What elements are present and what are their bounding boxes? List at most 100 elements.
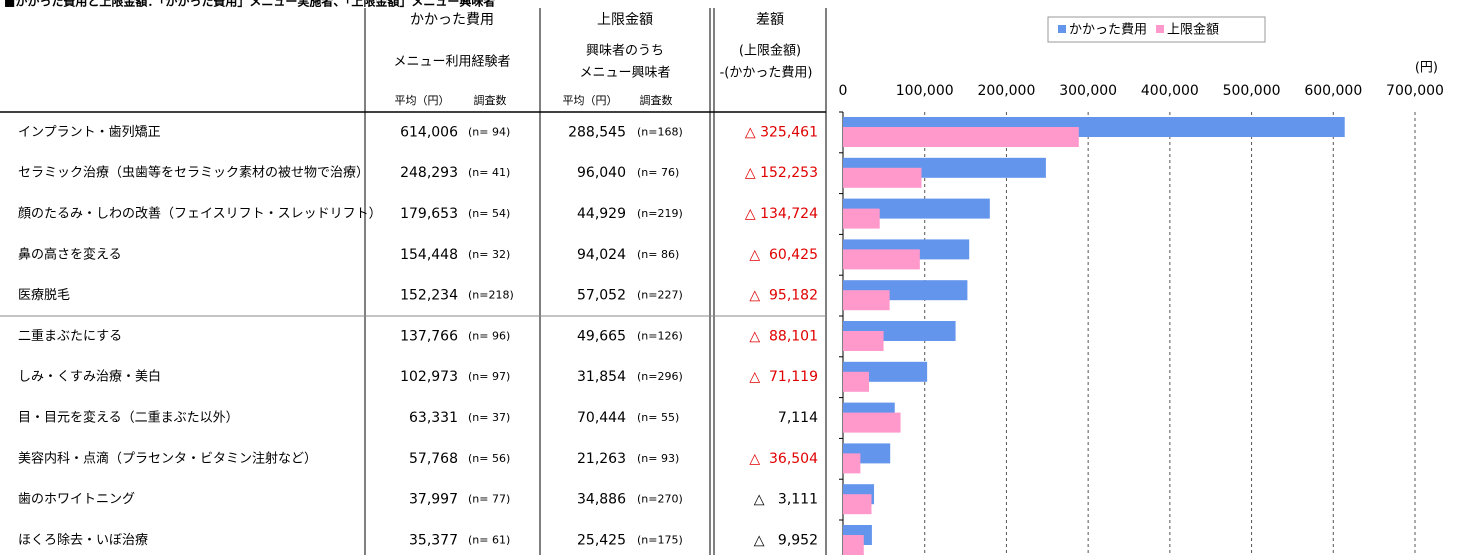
table-lines [0, 8, 827, 555]
header: -(かかった費用) [720, 66, 813, 81]
row-name: 医療脱毛 [18, 288, 70, 303]
bar [843, 249, 920, 270]
cost-n: (n= 41) [468, 166, 510, 179]
title: ■かかった費用と上限金額：「かかった費用」メニュー実施者、「上限金額」メニュー興… [4, 0, 495, 9]
legend-swatch [1058, 25, 1066, 33]
limit-value: 44,929 [577, 206, 626, 222]
bar [843, 167, 922, 188]
cost-value: 614,006 [400, 124, 458, 140]
bar [843, 331, 884, 351]
cost-n: (n= 54) [468, 207, 510, 220]
limit-value: 288,545 [568, 124, 626, 140]
cost-n: (n=218) [468, 289, 514, 302]
limit-value: 96,040 [577, 165, 626, 181]
limit-n: (n=270) [637, 493, 683, 506]
row-name: セラミック治療（虫歯等をセラミック素材の被せ物で治療） [18, 165, 369, 181]
cost-n: (n= 61) [468, 533, 510, 546]
diff-value: △ 325,461 [745, 124, 818, 140]
row-name: インプラント・歯列矯正 [18, 125, 161, 140]
bar [843, 371, 870, 392]
header: 差額 [756, 12, 784, 28]
limit-n: (n=219) [637, 207, 683, 220]
diff-value: △ 134,724 [745, 206, 818, 222]
limit-n: (n=126) [637, 329, 683, 342]
x-tick-label: 700,000 [1386, 83, 1444, 99]
row-name: しみ・くすみ治療・美白 [18, 369, 161, 385]
header: 興味者のうち [586, 44, 664, 59]
row-name: 歯のホワイトニング [18, 492, 135, 507]
diff-value: △ 3,111 [754, 492, 818, 508]
diff-value: 7,114 [778, 410, 818, 426]
bar [843, 290, 890, 311]
header: 上限金額 [597, 12, 653, 28]
x-tick-label: 100,000 [896, 83, 954, 99]
header: メニュー利用経験者 [393, 55, 510, 70]
cost-value: 179,653 [400, 206, 458, 222]
limit-value: 21,263 [577, 451, 626, 467]
limit-n: (n= 93) [637, 452, 679, 465]
bar [843, 535, 864, 555]
row-name: 美容内科・点滴（プラセンタ・ビタミン注射など） [18, 450, 317, 466]
row-name: 目・目元を変える（二重まぶた以外） [18, 410, 239, 426]
cost-n: (n= 32) [468, 248, 510, 261]
header: (上限金額) [739, 43, 801, 59]
diff-value: △ 152,253 [745, 165, 818, 181]
header: メニュー興味者 [579, 66, 670, 81]
cost-value: 37,997 [409, 492, 458, 508]
header: 平均（円） [563, 94, 618, 107]
cost-value: 152,234 [400, 288, 458, 304]
diff-value: △ 95,182 [749, 288, 818, 304]
bar [843, 127, 1079, 147]
limit-n: (n=168) [637, 125, 683, 138]
bar [843, 208, 880, 229]
diff-value: △ 88,101 [749, 328, 818, 344]
limit-value: 70,444 [577, 410, 626, 426]
cost-n: (n= 94) [468, 125, 510, 138]
cost-value: 248,293 [400, 165, 458, 181]
cost-value: 63,331 [409, 410, 458, 426]
limit-n: (n= 76) [637, 166, 679, 179]
x-tick-label: 500,000 [1223, 83, 1281, 99]
header: 調査数 [640, 93, 673, 107]
limit-n: (n=227) [637, 289, 683, 302]
cost-n: (n= 96) [468, 329, 510, 342]
limit-value: 49,665 [577, 328, 626, 344]
cost-value: 137,766 [400, 328, 458, 344]
limit-value: 25,425 [577, 532, 626, 548]
legend-label: かかった費用 [1069, 23, 1147, 38]
limit-n: (n= 86) [637, 248, 679, 261]
header: かかった費用 [410, 12, 494, 28]
cost-value: 35,377 [409, 532, 458, 548]
row-name: 顔のたるみ・しわの改善（フェイスリフト・スレッドリフト） [18, 206, 382, 222]
row-name: 鼻の高さを変える [18, 246, 122, 262]
cost-n: (n= 77) [468, 493, 510, 506]
diff-value: △ 71,119 [749, 369, 818, 385]
diff-value: △ 60,425 [749, 247, 818, 263]
row-name: ほくろ除去・いぼ治療 [18, 533, 148, 548]
bar [843, 494, 872, 515]
cost-n: (n= 37) [468, 411, 510, 424]
diff-value: △ 36,504 [749, 451, 818, 467]
cost-value: 57,768 [409, 451, 458, 467]
legend-label: 上限金額 [1167, 22, 1219, 38]
limit-value: 57,052 [577, 288, 626, 304]
limit-value: 34,886 [577, 492, 626, 508]
legend-swatch [1156, 25, 1164, 33]
row-name: 二重まぶたにする [18, 328, 122, 344]
header: 調査数 [474, 93, 507, 107]
bar [843, 453, 861, 474]
header: 平均（円） [395, 94, 450, 107]
cost-n: (n= 56) [468, 452, 510, 465]
unit: (円) [1415, 61, 1438, 76]
x-tick-label: 400,000 [1141, 83, 1199, 99]
x-tick-label: 600,000 [1304, 83, 1362, 99]
diff-value: △ 9,952 [754, 532, 818, 548]
x-tick-label: 300,000 [1059, 83, 1117, 99]
cost-n: (n= 97) [468, 370, 510, 383]
limit-value: 94,024 [577, 247, 626, 263]
limit-n: (n=175) [637, 533, 683, 546]
cost-value: 102,973 [400, 369, 458, 385]
bar [843, 412, 901, 433]
limit-n: (n= 55) [637, 411, 679, 424]
